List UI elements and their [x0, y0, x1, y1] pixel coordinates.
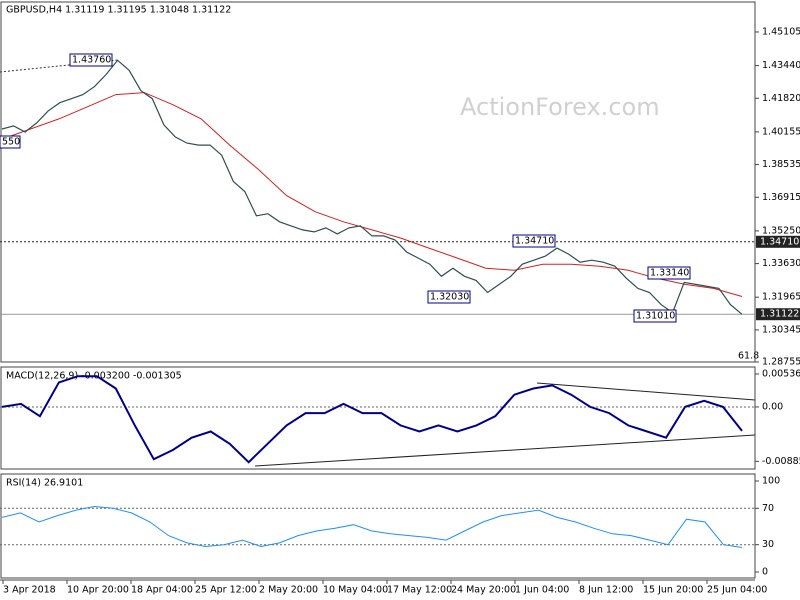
y-tick-label: 70 [762, 503, 774, 514]
y-tick-label: 0.005368 [762, 368, 800, 379]
annotation: 550 [2, 137, 20, 148]
y-tick-label: 30 [762, 539, 774, 550]
y-tick-label: 1.33630 [762, 258, 800, 269]
x-tick-label: 18 Apr 04:00 [131, 585, 193, 596]
watermark: ActionForex.com [460, 93, 660, 121]
x-tick-label: 8 Jun 12:00 [579, 585, 633, 596]
price-box [756, 308, 800, 321]
rsi-title: RSI(14) 26.9101 [6, 478, 83, 489]
y-tick-label: 1.38535 [762, 159, 800, 170]
y-tick-label: 100 [762, 476, 780, 487]
x-tick-label: 25 Apr 12:00 [195, 585, 257, 596]
y-tick-label: 1.36915 [762, 192, 800, 203]
x-tick-label: 10 Apr 20:00 [67, 585, 129, 596]
x-tick-label: 1 Jun 04:00 [515, 585, 569, 596]
x-tick-label: 25 Jun 04:00 [707, 585, 767, 596]
panel-frame [0, 473, 756, 579]
panel-frame [0, 1, 756, 363]
annotation: 1.43760 [72, 55, 111, 66]
trend-line [254, 434, 756, 467]
y-tick-label: -0.008855 [762, 456, 800, 467]
annotation-box [0, 135, 21, 149]
price-box-label: 1.31122 [760, 309, 799, 320]
annotation: 1.34710 [515, 236, 554, 247]
x-tick-label: 3 Apr 2018 [3, 585, 56, 596]
y-tick-label: 0.00 [762, 401, 783, 412]
y-tick-label: 1.41820 [762, 93, 800, 104]
x-tick-label: 10 May 04:00 [323, 585, 388, 596]
price-box-label: 1.34710 [760, 236, 799, 247]
x-tick-label: 15 Jun 20:00 [643, 585, 703, 596]
y-tick-label: 1.43440 [762, 60, 800, 71]
annotation-box [647, 266, 691, 280]
annotation: 1.31010 [636, 311, 675, 322]
y-tick-label: 0 [762, 566, 768, 577]
y-tick-label: 1.30345 [762, 324, 800, 335]
y-tick-label: 1.31965 [762, 292, 800, 303]
trend-line [536, 382, 756, 401]
y-tick-label: 1.40155 [762, 126, 800, 137]
annotation-box [633, 309, 677, 323]
y-tick-label: 1.45105 [762, 26, 800, 37]
series-line [1, 505, 743, 548]
series-line [1, 375, 743, 464]
x-tick-label: 2 May 20:00 [259, 585, 318, 596]
moving-average [1, 92, 743, 297]
annotation-box [512, 234, 556, 248]
series-line [1, 59, 743, 315]
fib-label: 61.8 [738, 351, 759, 362]
annotation-box [427, 290, 471, 304]
x-tick-label: 17 May 12:00 [387, 585, 452, 596]
y-tick-label: 1.28755 [762, 357, 800, 368]
annotation: 1.32030 [430, 292, 469, 303]
panel-frame [0, 366, 756, 470]
annotation: 1.33140 [650, 268, 689, 279]
annotation-box [69, 53, 113, 67]
header: GBPUSD,H4 1.31119 1.31195 1.31048 1.3112… [6, 5, 231, 16]
y-tick-label: 1.35250 [762, 225, 800, 236]
x-tick-label: 24 May 20:00 [451, 585, 516, 596]
price-box [756, 235, 800, 248]
